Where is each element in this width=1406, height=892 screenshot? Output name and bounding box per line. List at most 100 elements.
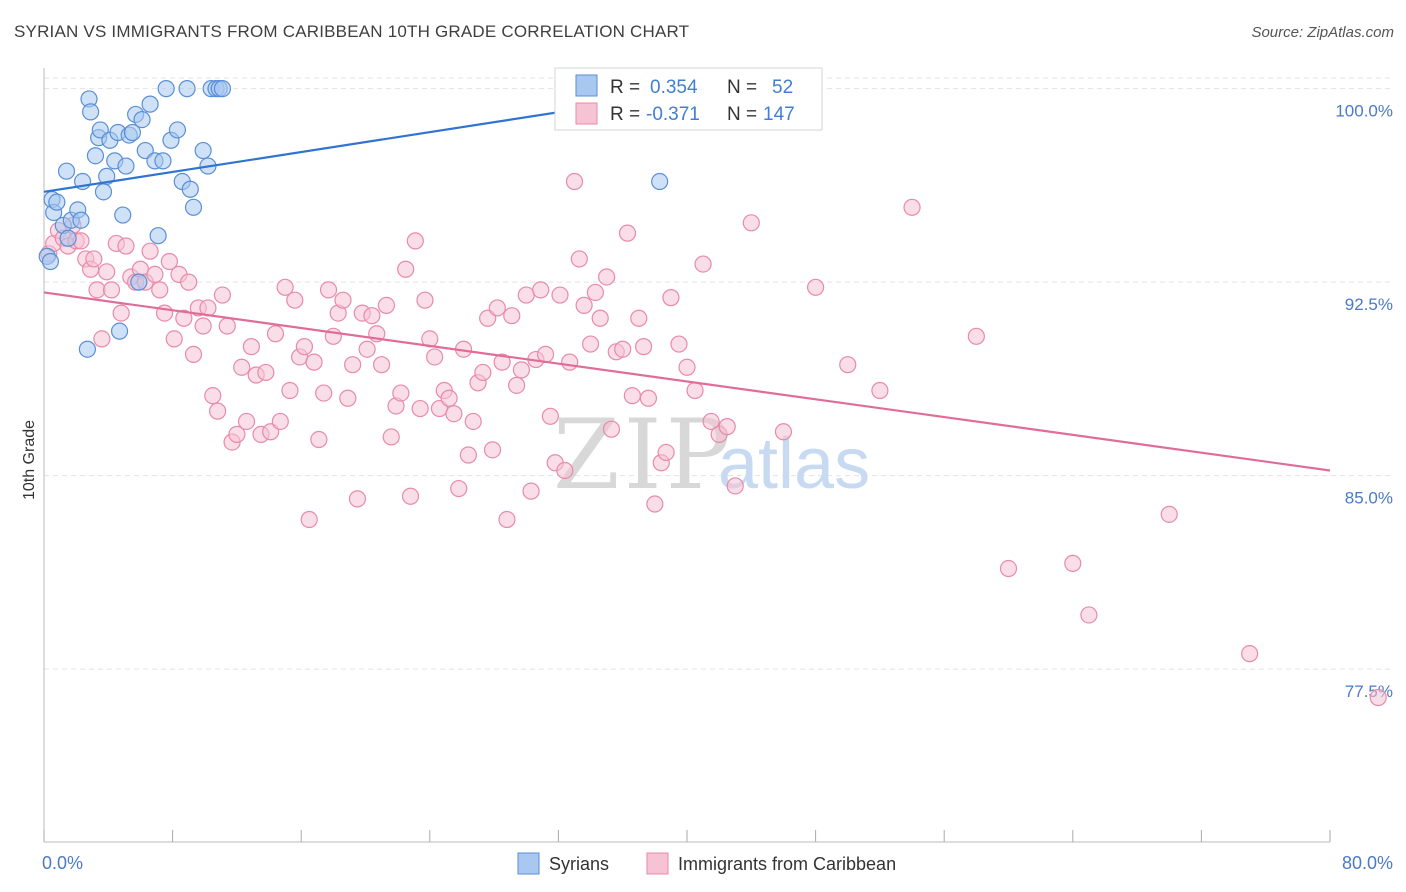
caribbean-point [498,510,516,529]
syrians-point [86,147,105,165]
caribbean-point [556,461,574,480]
legend-r-value-caribbean: -0.371 [646,104,700,125]
caribbean-point [141,242,159,260]
caribbean-point [213,286,232,304]
caribbean-point [602,420,621,438]
legend-swatch-caribbean [575,102,598,125]
syrians-point [110,322,129,340]
caribbean-point [102,281,121,299]
caribbean-point [517,286,535,304]
caribbean-point [657,443,675,462]
caribbean-point [806,278,825,296]
caribbean-point [363,307,381,325]
caribbean-point [392,384,410,402]
syrians-point [168,121,187,139]
caribbean-point [903,198,921,216]
caribbean-point [678,358,696,376]
legend-r-label-syrians: R = [610,77,640,98]
caribbean-point [344,356,362,374]
caribbean-point [146,265,164,283]
caribbean-point [570,250,588,268]
caribbean-point [586,283,604,302]
caribbean-point [483,441,502,459]
caribbean-point [522,482,540,500]
caribbean-point [88,281,106,299]
caribbean-point [1064,554,1082,572]
legend-swatch-syrians [575,74,598,97]
caribbean-point [348,490,367,508]
caribbean-point [276,278,294,296]
syrians-point [194,141,212,160]
caribbean-point [614,340,632,358]
syrians-point [48,193,66,211]
caribbean-point [218,317,236,335]
caribbean-point [512,361,531,379]
caribbean-point [551,286,569,304]
x-tick-label: 80.0% [1342,853,1393,873]
caribbean-point [694,255,712,273]
syrians-point [57,162,76,180]
caribbean-point [440,389,458,407]
caribbean-point [416,291,434,309]
caribbean-point [151,281,169,299]
caribbean-point [839,356,857,374]
caribbean-point [377,296,395,314]
caribbean-point [459,446,477,464]
caribbean-point [618,224,637,242]
caribbean-point [334,291,352,309]
syrians-point [98,167,116,185]
caribbean-point [286,291,304,309]
caribbean-point [598,268,616,286]
caribbean-point [561,353,579,371]
legend-n-label-caribbean: N = [727,104,757,125]
caribbean-point [774,423,793,441]
caribbean-point [623,387,641,405]
syrians-point [184,198,203,216]
series-syrians-points [38,80,820,358]
caribbean-point [536,345,555,363]
caribbean-point [93,330,111,348]
caribbean-point [488,299,506,317]
syrians-point [59,229,77,247]
caribbean-point [1241,645,1259,663]
caribbean-point [85,250,103,268]
caribbean-point [532,281,550,299]
caribbean-point [565,172,584,191]
caribbean-point [305,353,323,371]
caribbean-point [339,389,357,407]
caribbean-point [508,376,526,394]
caribbean-point [209,402,227,420]
bottom-legend: Syrians Immigrants from Caribbean [517,852,896,875]
syrians-point [141,95,159,113]
syrians-point [154,152,172,170]
caribbean-point [180,273,198,291]
caribbean-point [194,317,212,335]
correlation-legend: R = 0.354 N = 52 R = -0.371 N = 147 [554,67,823,131]
caribbean-point [726,477,744,495]
caribbean-point [662,289,680,307]
syrians-point [157,80,175,98]
syrians-point [651,172,669,191]
caribbean-point [426,348,444,366]
caribbean-point [646,495,664,513]
caribbean-point [160,252,178,271]
syrians-point [149,227,167,245]
caribbean-point [117,237,135,255]
caribbean-point [315,384,333,402]
caribbean-point [98,263,116,281]
caribbean-point [310,430,328,449]
legend-n-value-syrians: 52 [772,77,793,98]
syrians-point [78,340,97,358]
caribbean-point [204,387,222,405]
syrians-point [123,123,142,142]
caribbean-point [967,327,985,345]
x-tick-label: 0.0% [42,853,83,873]
caribbean-point [237,412,256,431]
caribbean-point [358,340,376,358]
y-tick-label: 100.0% [1335,102,1393,121]
caribbean-point [372,356,391,374]
watermark-zip: ZIP [553,399,734,511]
caribbean-point [464,412,482,431]
legend-n-value-caribbean: 147 [763,104,795,125]
legend-n-label-syrians: N = [727,77,757,98]
